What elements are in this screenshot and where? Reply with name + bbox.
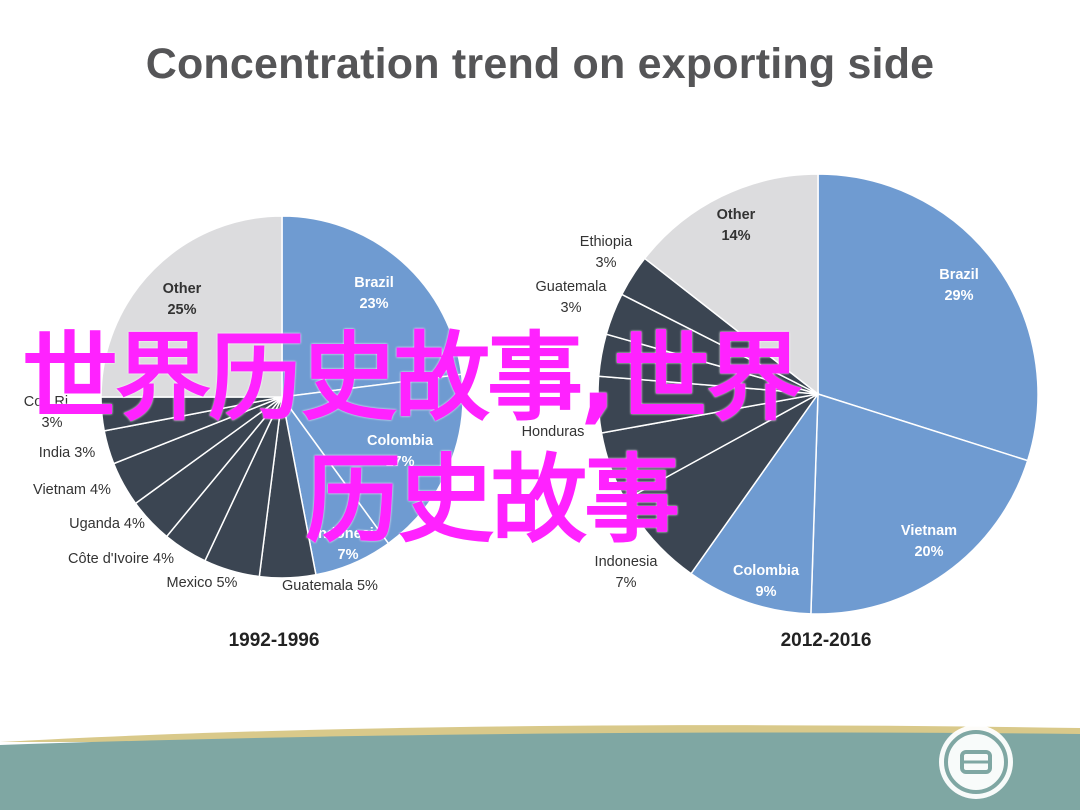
- data-label-uganda: Uganda 4%: [69, 516, 145, 532]
- logo-icon: [939, 725, 1013, 799]
- data-label-pct-co-ri: 3%: [42, 415, 63, 431]
- data-label-name-other: Other: [163, 281, 202, 297]
- data-label-name-vietnam: Vietnam: [901, 523, 957, 539]
- pie-slice-colombia: [689, 391, 819, 615]
- data-label-pct-other: 25%: [167, 302, 196, 318]
- data-label-name-guatemala: Guatemala: [536, 279, 608, 295]
- data-label-name-honduras: Honduras: [522, 424, 585, 440]
- data-label-pct-brazil: 23%: [359, 296, 388, 312]
- data-label-name-indonesia: Indonesia: [314, 526, 383, 542]
- data-label-name-colombia: Colombia: [733, 563, 800, 579]
- data-label-pct-brazil: 29%: [944, 288, 973, 304]
- data-label-pct-colombia: 9%: [756, 584, 777, 600]
- pie-caption: 1992-1996: [229, 630, 320, 651]
- pie-slice-colombia: [280, 373, 464, 545]
- footer-teal-band: [0, 732, 1080, 810]
- data-label-vietnam: Vietnam 4%: [33, 482, 111, 498]
- data-label-pct-indonesia: 7%: [338, 547, 359, 563]
- pie-slice-brazil: [817, 173, 1039, 462]
- pie-slice-vietnam: [810, 392, 1029, 615]
- data-label-pct-colombia: 17%: [385, 454, 414, 470]
- pie-slice-other: [100, 215, 283, 398]
- slide-title: Concentration trend on exporting side: [145, 40, 935, 88]
- data-label-name-brazil: Brazil: [354, 275, 394, 291]
- data-label-pct-guatemala: 3%: [561, 300, 582, 316]
- data-label-name-co-ri: Co...Ri...: [24, 394, 80, 410]
- data-label-pct-ethiopia: 3%: [596, 255, 617, 271]
- data-label-pct-indonesia: 7%: [616, 575, 637, 591]
- pie-chart-1992-1996: [100, 215, 464, 579]
- data-label-india: India 3%: [39, 445, 96, 461]
- data-label-name-other: Other: [717, 207, 756, 223]
- pie-chart-2012-2016: [597, 173, 1039, 615]
- data-label-pct-other: 14%: [721, 228, 750, 244]
- data-label-pct-vietnam: 20%: [914, 544, 943, 560]
- pie-slice-indonesia: [624, 393, 819, 575]
- pie-labels: 1992-1996 Other 25% Brazil 23% Colombia 17% Ind…: [24, 207, 979, 651]
- data-label-name-colombia: Colombia: [367, 433, 434, 449]
- data-label-name-indonesia: Indonesia: [595, 554, 659, 570]
- data-label-guatemala: Guatemala 5%: [282, 578, 378, 594]
- data-label-name-brazil: Brazil: [939, 267, 979, 283]
- pie-caption: 2012-2016: [781, 630, 872, 651]
- data-label-c-te-d-ivoire: Côte d'Ivoire 4%: [68, 551, 174, 567]
- data-label-mexico: Mexico 5%: [167, 575, 238, 591]
- pie-slice-other: [643, 173, 819, 396]
- data-label-name-ethiopia: Ethiopia: [580, 234, 633, 250]
- footer-band: [0, 725, 1080, 810]
- pie-slice-brazil: [281, 215, 463, 398]
